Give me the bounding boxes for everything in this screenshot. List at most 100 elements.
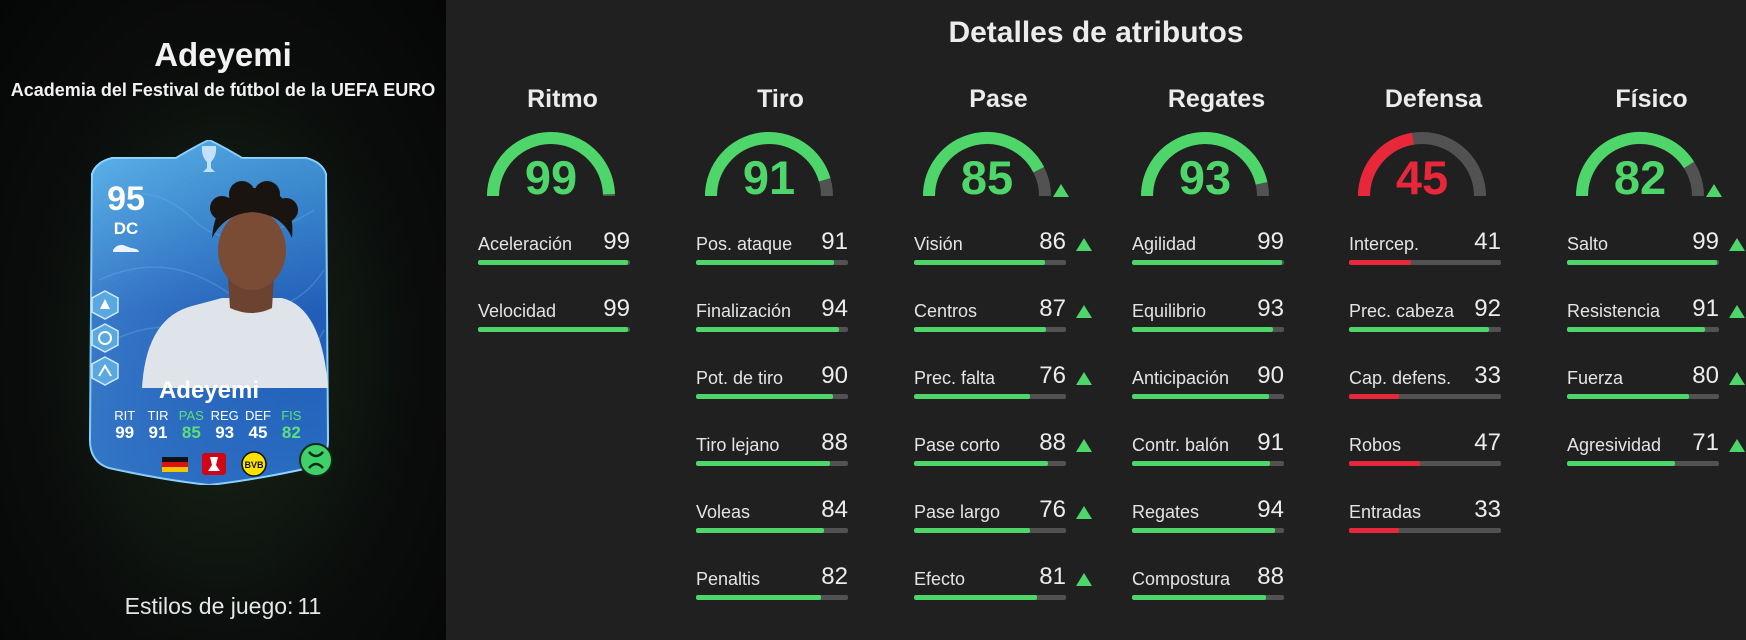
attribute-bar-fill: [914, 528, 1030, 533]
attribute-column: Ritmo 99 Aceleración 99 Velocidad 99: [460, 0, 665, 640]
attribute-row: Tiro lejano 88: [696, 427, 886, 487]
attribute-bar-fill: [1132, 394, 1269, 399]
upgrade-arrow-icon: [1729, 439, 1745, 452]
gauge-fill: [1576, 132, 1695, 197]
upgrade-arrow-icon: [1053, 184, 1069, 197]
upgrade-arrow-icon: [1729, 305, 1745, 318]
attribute-value: 87: [1039, 295, 1066, 322]
attribute-bar-fill: [696, 461, 830, 466]
attribute-bar-fill: [914, 595, 1038, 600]
boot-icon: [113, 244, 139, 252]
attribute-row: Regates 94: [1132, 494, 1322, 554]
attribute-row: Agresividad 71: [1567, 427, 1746, 487]
attribute-bar-fill: [1567, 461, 1675, 466]
attribute-column: Pase 85 Visión 86 Centros 87 Prec. falta 76 Pase…: [896, 0, 1101, 640]
attribute-bar-fill: [914, 461, 1048, 466]
attribute-details-panel: Detalles de atributos Ritmo 99 Aceleración…: [446, 0, 1746, 640]
attribute-label: Visión: [914, 234, 963, 254]
attribute-bar: [696, 327, 848, 332]
attribute-value: 93: [1257, 295, 1284, 322]
attribute-label: Intercep.: [1349, 234, 1420, 254]
attribute-column: Regates 93 Agilidad 99 Equilibrio 93 Anticipac…: [1114, 0, 1319, 640]
attribute-value: 99: [1692, 228, 1719, 255]
attribute-label: Tiro lejano: [696, 435, 780, 455]
card-rating: 95: [107, 180, 145, 218]
attribute-label: Agresividad: [1567, 435, 1662, 455]
attribute-bar-fill: [914, 260, 1045, 265]
attribute-bar-fill: [1349, 528, 1400, 533]
attribute-bar: [1132, 327, 1284, 332]
gauge-fill: [705, 132, 831, 197]
attribute-value: 88: [1257, 563, 1284, 590]
card-player-name: Adeyemi: [158, 377, 260, 404]
gauge-fill: [1141, 132, 1268, 197]
attribute-value: 47: [1474, 429, 1501, 456]
attribute-row: Cap. defens. 33: [1349, 360, 1539, 420]
attribute-bar-fill: [1567, 394, 1689, 399]
category-value: 85: [960, 151, 1014, 204]
attribute-row: Penaltis 82: [696, 561, 886, 621]
attribute-row: Equilibrio 93: [1132, 293, 1322, 353]
card-stat-value: 82: [281, 423, 301, 442]
gauge-fill: [1358, 132, 1415, 197]
category-gauge: [705, 132, 833, 197]
trophy-icon: [201, 146, 217, 172]
attribute-value: 81: [1039, 563, 1066, 590]
category-name: Pase: [969, 85, 1028, 113]
attribute-value: 86: [1039, 228, 1066, 255]
attribute-bar: [914, 394, 1066, 399]
attribute-value: 33: [1474, 362, 1501, 389]
attribute-bar-fill: [1349, 394, 1400, 399]
attribute-value: 82: [821, 563, 848, 590]
attribute-row: Efecto 81: [914, 561, 1104, 621]
attribute-bar: [696, 461, 848, 466]
player-portrait: [142, 181, 328, 388]
playstyles-label: Estilos de juego:: [124, 593, 294, 619]
attribute-value: 33: [1474, 496, 1501, 523]
card-stat-value: 91: [148, 423, 168, 442]
player-panel: Adeyemi Academia del Festival de fútbol …: [0, 0, 446, 640]
attribute-value: 99: [603, 228, 630, 255]
attribute-bar: [914, 461, 1066, 466]
category-value: 91: [742, 151, 796, 204]
attribute-label: Robos: [1349, 435, 1402, 455]
attribute-value: 90: [821, 362, 848, 389]
attribute-row: Finalización 94: [696, 293, 886, 353]
attribute-bar: [1132, 260, 1284, 265]
attribute-row: Aceleración 99: [478, 226, 668, 286]
attribute-bar: [914, 327, 1066, 332]
attribute-bar-fill: [1567, 260, 1718, 265]
attribute-bar-fill: [1132, 260, 1283, 265]
attribute-bar-fill: [914, 327, 1047, 332]
attribute-row: Contr. balón 91: [1132, 427, 1322, 487]
attribute-bar-fill: [696, 260, 835, 265]
gauge-fill: [923, 132, 1045, 197]
attribute-value: 84: [821, 496, 848, 523]
attribute-value: 91: [821, 228, 848, 255]
card-badges: BVB: [162, 451, 267, 477]
details-title: Detalles de atributos: [948, 16, 1244, 49]
card-stat-value: 99: [115, 423, 135, 442]
playstyles-count: 11: [297, 593, 322, 619]
card-stat-label: FIS: [281, 408, 302, 423]
attribute-label: Equilibrio: [1132, 301, 1207, 321]
attribute-value: 91: [1692, 295, 1719, 322]
playstyle-icon: [91, 290, 119, 320]
attribute-bar: [696, 260, 848, 265]
player-card[interactable]: 95 DC Adeyemi RIT TIR PAS REG DEF FIS 99…: [84, 140, 334, 485]
card-stat-label: RIT: [114, 408, 136, 423]
attribute-value: 99: [603, 295, 630, 322]
attribute-label: Anticipación: [1132, 368, 1230, 388]
attribute-value: 76: [1039, 496, 1066, 523]
category-gauge: [923, 132, 1051, 197]
attribute-bar-fill: [696, 394, 833, 399]
attribute-value: 41: [1474, 228, 1501, 255]
attribute-label: Entradas: [1349, 502, 1422, 522]
bvb-logo-icon: BVB: [241, 451, 267, 477]
svg-text:BVB: BVB: [244, 460, 264, 470]
attribute-label: Prec. falta: [914, 368, 996, 388]
attribute-label: Fuerza: [1567, 368, 1624, 388]
category-value: 82: [1613, 151, 1667, 204]
upgrade-arrow-icon: [1076, 439, 1092, 452]
attribute-label: Regates: [1132, 502, 1200, 522]
